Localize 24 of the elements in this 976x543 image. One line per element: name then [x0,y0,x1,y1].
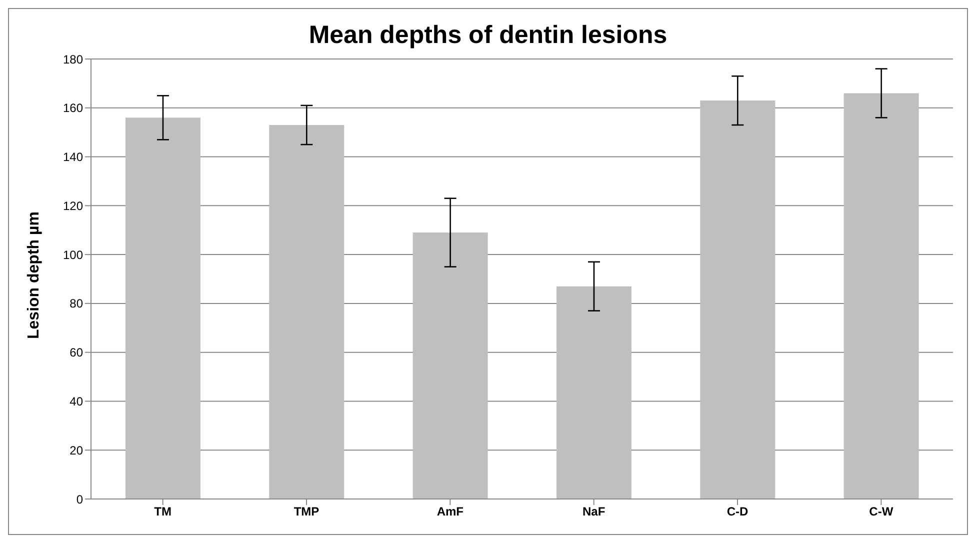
bar [700,100,776,499]
bar [412,232,488,499]
y-axis-title: Lesion depth µm [26,212,43,339]
bar [844,93,919,499]
chart-title: Mean depths of dentin lesions [308,21,668,51]
bar [269,125,344,499]
y-tick-label: 120 [62,198,84,213]
x-tick-label: TMP [294,504,320,519]
y-tick-label: 40 [70,394,84,408]
y-tick-label: 100 [62,248,84,262]
x-tick-label: TM [154,504,172,519]
y-tick-label: 140 [62,150,84,164]
x-tick-label: NaF [582,504,606,519]
y-tick-label: 80 [70,296,84,311]
y-tick-label: 60 [70,346,84,360]
bar [125,118,200,499]
y-tick-label: 20 [70,443,84,458]
x-tick-label: AmF [436,504,464,519]
y-tick-label: 180 [62,52,84,66]
y-tick-label: 0 [76,492,84,506]
bar [556,286,632,499]
x-tick-label: C-D [726,504,748,519]
x-tick-label: C-W [869,504,894,519]
y-tick-label: 160 [62,101,84,116]
